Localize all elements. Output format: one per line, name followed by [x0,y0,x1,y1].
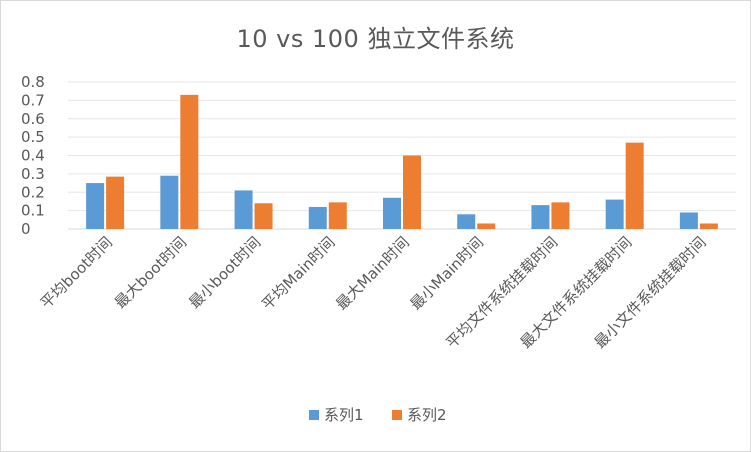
y-tick-label: 0.5 [21,128,45,146]
bar-series2-8 [625,142,644,229]
x-tick-label: 最大Main时间 [332,233,412,313]
y-tick-label: 0.6 [21,110,45,128]
legend-swatch [392,410,402,420]
bar-series2-1 [106,176,125,229]
bar-series1-1 [86,183,105,229]
y-tick-label: 0.8 [21,73,45,91]
y-axis-ticks: 00.10.20.30.40.50.60.70.8 [21,73,45,238]
bar-series1-3 [234,190,253,229]
legend: 系列1 系列2 [309,406,447,424]
legend-entry: 系列1 [324,406,364,424]
bar-series2-3 [254,203,273,229]
y-tick-label: 0.3 [21,165,45,183]
y-tick-label: 0.2 [21,183,45,201]
bar-series2-2 [180,94,199,229]
bar-series1-5 [383,197,401,229]
bar-series1-4 [308,206,327,229]
x-tick-label: 平均Main时间 [258,233,338,313]
bar-series2-6 [477,223,496,229]
y-tick-label: 0 [21,220,31,238]
x-tick-label: 最大boot时间 [111,233,190,312]
x-tick-label: 平均boot时间 [37,233,116,312]
y-tick-label: 0.7 [21,91,45,109]
y-tick-label: 0.1 [21,202,45,220]
bar-series1-7 [531,205,550,229]
chart-title: 10 vs 100 独立文件系统 [236,25,515,53]
bar-series1-8 [605,199,624,229]
bar-series1-2 [160,175,179,229]
bar-series2-5 [403,155,421,229]
bars [86,94,718,229]
bar-series1-6 [457,214,476,229]
bar-series2-7 [551,202,570,229]
x-axis-labels: 平均boot时间最大boot时间最小boot时间平均Main时间最大Main时间… [37,233,710,352]
x-tick-label: 最小boot时间 [185,233,264,312]
bar-series2-9 [699,223,718,229]
bar-series2-4 [328,202,347,229]
y-tick-label: 0.4 [21,147,45,165]
bar-series1-9 [679,212,698,229]
legend-entry: 系列2 [407,406,447,424]
x-tick-label: 最小Main时间 [407,233,487,313]
legend-swatch [309,410,319,420]
gridlines [68,81,736,230]
